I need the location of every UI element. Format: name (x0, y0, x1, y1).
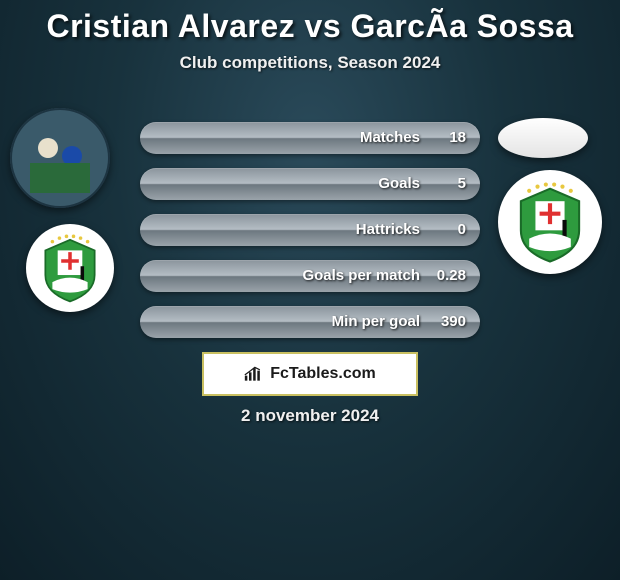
stat-row: Matches 18 (140, 122, 480, 154)
brand-link[interactable]: FcTables.com (202, 352, 418, 396)
stat-value: 5 (458, 168, 466, 200)
stat-value: 18 (449, 122, 466, 154)
stat-label: Min per goal (332, 306, 420, 338)
subtitle: Club competitions, Season 2024 (0, 53, 620, 73)
player1-photo (10, 108, 110, 208)
stat-row: Hattricks 0 (140, 214, 480, 246)
stat-row: Goals 5 (140, 168, 480, 200)
stat-value: 0 (458, 214, 466, 246)
stat-value: 390 (441, 306, 466, 338)
stat-row: Goals per match 0.28 (140, 260, 480, 292)
chart-bars-icon (244, 365, 264, 383)
stat-label: Goals per match (302, 260, 420, 292)
club-crest-icon (26, 224, 114, 312)
stat-label: Goals (378, 168, 420, 200)
date-label: 2 november 2024 (0, 406, 620, 426)
player1-club-badge (26, 224, 114, 312)
player2-club-badge (498, 170, 602, 274)
stats-table: Matches 18 Goals 5 Hattricks 0 Goals per… (140, 122, 480, 352)
brand-name: FcTables.com (270, 365, 376, 383)
match-photo-icon (10, 108, 110, 208)
stat-row: Min per goal 390 (140, 306, 480, 338)
stat-label: Hattricks (356, 214, 420, 246)
stat-value: 0.28 (437, 260, 466, 292)
page-title: Cristian Alvarez vs GarcÃa Sossa (0, 0, 620, 45)
stat-label: Matches (360, 122, 420, 154)
player2-photo (498, 118, 588, 158)
club-crest-icon (498, 170, 602, 274)
